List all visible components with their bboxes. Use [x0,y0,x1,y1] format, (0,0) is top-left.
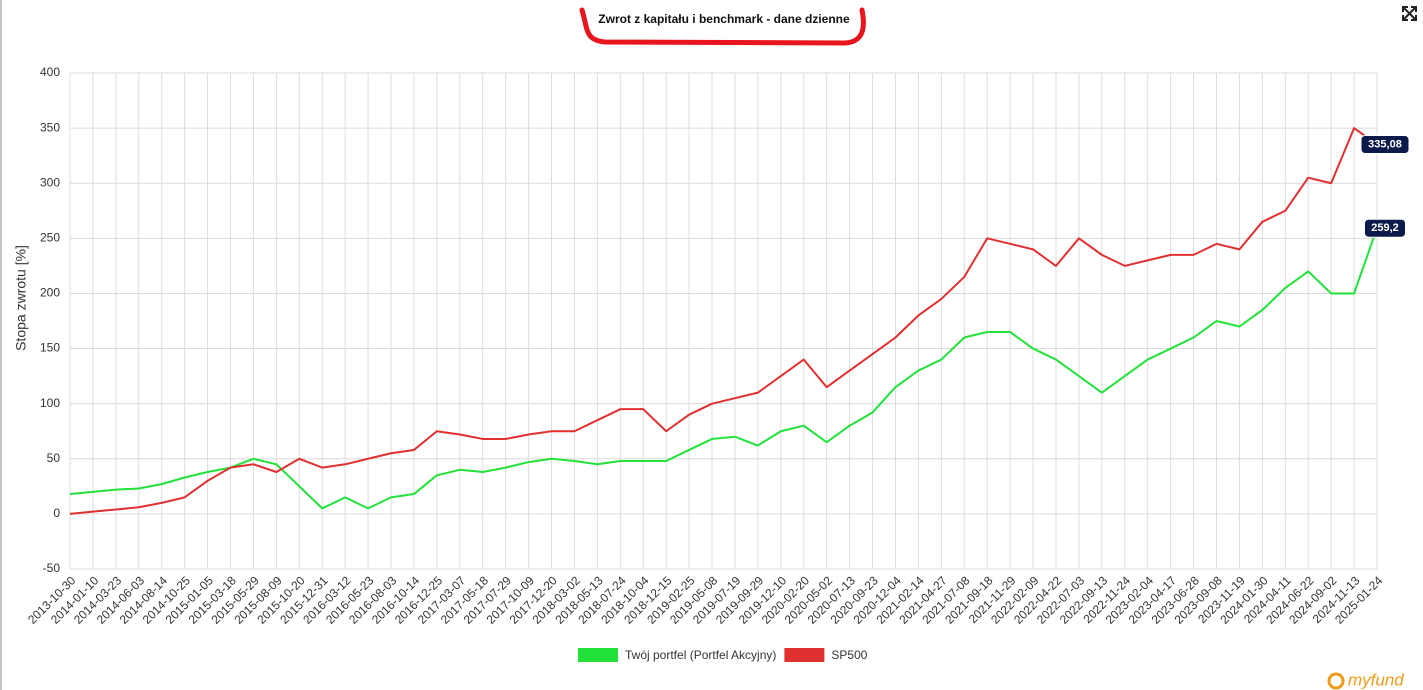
legend-label: Twój portfel (Portfel Akcyjny) [625,648,776,662]
fullscreen-button[interactable] [1402,6,1417,21]
y-tick-label: 400 [40,65,60,79]
series-line [69,127,1378,515]
series-line [69,227,1378,510]
legend-item[interactable]: SP500 [784,648,868,662]
y-tick-label: 150 [40,341,60,355]
y-tick-label: 50 [47,451,61,465]
y-axis-label: Stopa zwrotu [%] [13,245,29,351]
y-tick-label: 200 [40,286,60,300]
data-label: 335,08 [1368,138,1402,150]
data-label-box [1364,218,1406,238]
legend-label: SP500 [831,648,867,662]
logo-text: myfund [1348,670,1404,689]
y-tick-label: 300 [40,175,60,189]
highlight-scribble [579,7,866,46]
y-tick-label: 350 [40,120,60,134]
logo: myfund [1327,670,1404,690]
data-label: 259,2 [1371,222,1399,234]
legend-item[interactable]: Twój portfel (Portfel Akcyjny) [578,648,776,662]
legend-swatch [578,648,618,662]
y-tick-label: -50 [43,561,61,575]
y-tick-label: 250 [40,231,60,245]
data-label-box [1360,135,1410,155]
legend-swatch [784,648,825,662]
grid [69,72,1378,570]
chart-title: Zwrot z kapitału i benchmark - dane dzie… [598,12,850,26]
y-tick-label: 100 [40,396,60,410]
y-tick-label: 0 [53,506,60,520]
